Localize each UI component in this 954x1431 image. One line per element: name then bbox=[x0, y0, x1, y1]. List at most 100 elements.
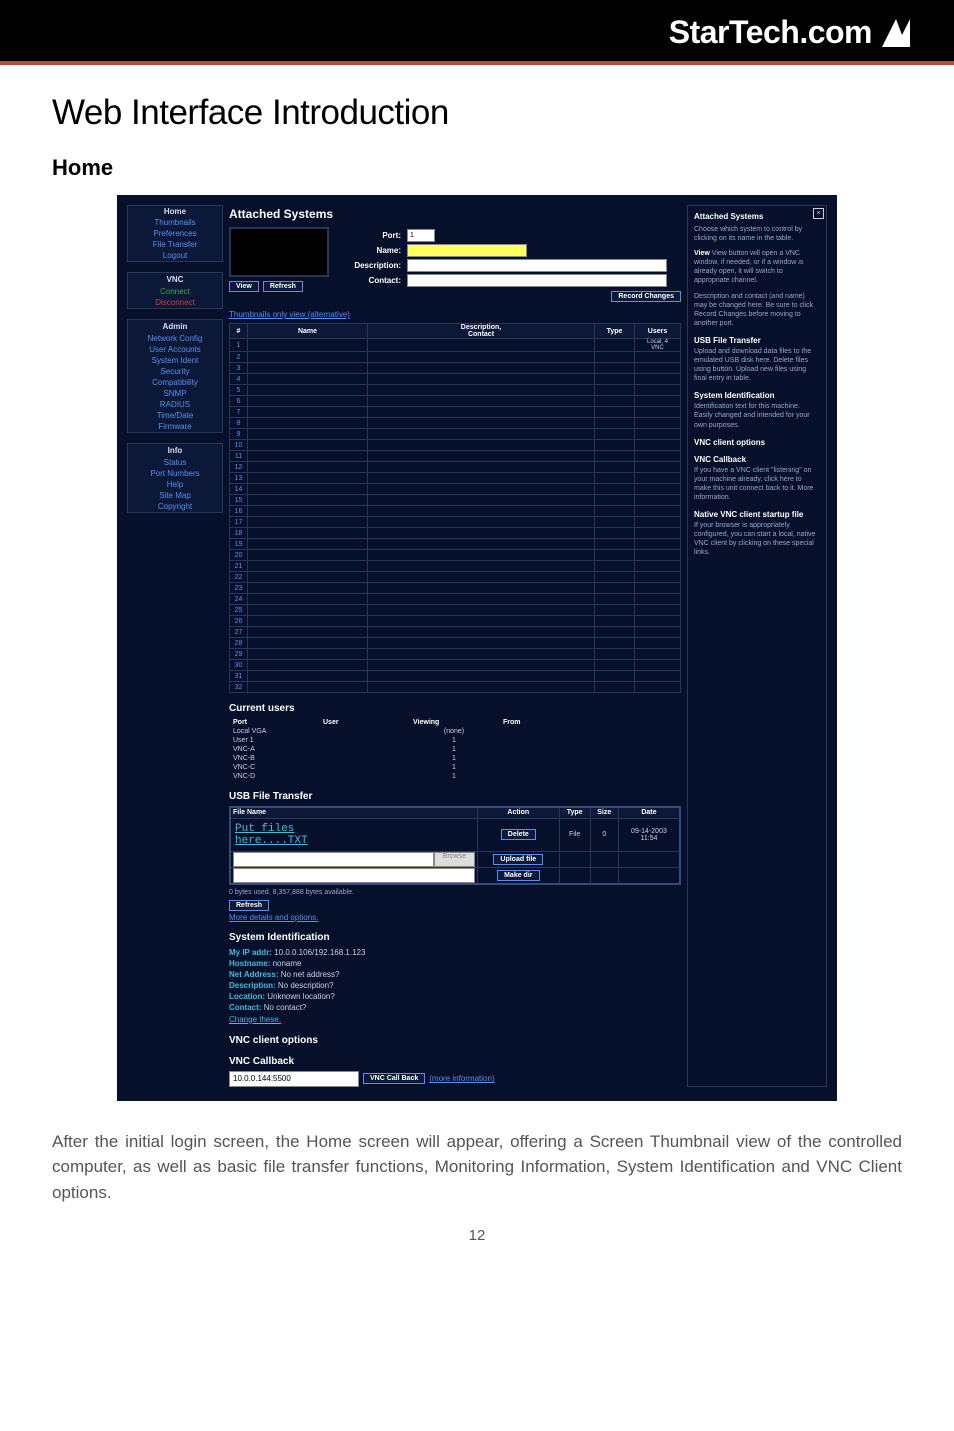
logo-mark-icon bbox=[878, 15, 914, 51]
table-row: VNC-C1 bbox=[229, 763, 681, 772]
sidebar-item[interactable]: Home bbox=[128, 206, 222, 217]
help-text: Choose which system to control by clicki… bbox=[694, 225, 820, 243]
sidebar-item[interactable]: File Transfer bbox=[128, 239, 222, 250]
port-label: Port: bbox=[339, 231, 401, 240]
vnc-callback-input[interactable] bbox=[229, 1071, 359, 1087]
close-icon[interactable]: × bbox=[813, 208, 824, 219]
table-row[interactable]: 12 bbox=[230, 462, 681, 473]
change-these-link[interactable]: Change these. bbox=[229, 1015, 281, 1024]
sidebar-item[interactable]: Firmware bbox=[128, 421, 222, 432]
browse-button[interactable]: Browse bbox=[434, 852, 475, 867]
table-row[interactable]: 5 bbox=[230, 385, 681, 396]
help-text: If your browser is appropriately configu… bbox=[694, 521, 820, 557]
table-row[interactable]: 19 bbox=[230, 539, 681, 550]
sidebar-item[interactable]: Thumbnails bbox=[128, 217, 222, 228]
upload-file-button[interactable]: Upload file bbox=[493, 854, 543, 865]
table-row[interactable]: 29 bbox=[230, 649, 681, 660]
sidebar-item[interactable]: Site Map bbox=[128, 490, 222, 501]
view-button[interactable]: View bbox=[229, 281, 259, 292]
table-row[interactable]: 16 bbox=[230, 506, 681, 517]
table-row[interactable]: 32 bbox=[230, 682, 681, 693]
table-row[interactable]: 21 bbox=[230, 561, 681, 572]
table-row[interactable]: 14 bbox=[230, 484, 681, 495]
table-row[interactable]: 18 bbox=[230, 528, 681, 539]
table-row[interactable]: 30 bbox=[230, 660, 681, 671]
thumbnails-only-link[interactable]: Thumbnails only view (alternative) bbox=[229, 310, 350, 319]
usb-file-transfer-title: USB File Transfer bbox=[229, 791, 681, 802]
table-row[interactable]: 17 bbox=[230, 517, 681, 528]
help-text: If you have a VNC client "listening" on … bbox=[694, 466, 820, 502]
sidebar-item[interactable]: Connect bbox=[128, 286, 222, 297]
file-size-cell: 0 bbox=[590, 818, 618, 851]
table-row[interactable]: 23 bbox=[230, 583, 681, 594]
refresh-button[interactable]: Refresh bbox=[263, 281, 303, 292]
screen-thumbnail-preview[interactable] bbox=[229, 227, 329, 277]
table-row[interactable]: 1Local, 4 VNC bbox=[230, 339, 681, 352]
table-row[interactable]: 27 bbox=[230, 627, 681, 638]
sidebar-item[interactable]: Port Numbers bbox=[128, 468, 222, 479]
sidebar-item[interactable]: System Ident bbox=[128, 355, 222, 366]
delete-button[interactable]: Delete bbox=[501, 829, 536, 840]
table-row[interactable]: 13 bbox=[230, 473, 681, 484]
sidebar-item[interactable]: Logout bbox=[128, 250, 222, 261]
make-dir-button[interactable]: Make dir bbox=[497, 870, 539, 881]
table-row[interactable]: 26 bbox=[230, 616, 681, 627]
table-row[interactable]: 28 bbox=[230, 638, 681, 649]
mkdir-input[interactable] bbox=[233, 868, 475, 883]
sidebar-item[interactable]: SNMP bbox=[128, 388, 222, 399]
nav-heading-vnc: VNC bbox=[128, 273, 222, 286]
sidebar-item[interactable]: Help bbox=[128, 479, 222, 490]
sidebar-item[interactable]: Network Config bbox=[128, 333, 222, 344]
table-row[interactable]: 31 bbox=[230, 671, 681, 682]
help-heading: USB File Transfer bbox=[694, 336, 820, 345]
file-link[interactable]: Put fileshere....TXT bbox=[235, 823, 308, 847]
page-body-text: After the initial login screen, the Home… bbox=[52, 1129, 902, 1206]
help-heading: Native VNC client startup file bbox=[694, 510, 820, 519]
table-row[interactable]: 8 bbox=[230, 418, 681, 429]
table-row[interactable]: 11 bbox=[230, 451, 681, 462]
table-row[interactable]: 20 bbox=[230, 550, 681, 561]
table-row[interactable]: 9 bbox=[230, 429, 681, 440]
record-changes-button[interactable]: Record Changes bbox=[611, 291, 681, 302]
upload-path-input[interactable] bbox=[233, 852, 434, 867]
port-input[interactable]: 1 bbox=[407, 229, 435, 242]
nav-heading-info: Info bbox=[128, 444, 222, 457]
callback-more-info-link[interactable]: (more information) bbox=[429, 1074, 494, 1083]
current-users-title: Current users bbox=[229, 703, 681, 714]
system-identification-title: System Identification bbox=[229, 932, 681, 943]
page-header: StarTech.com bbox=[0, 0, 954, 65]
sidebar-item[interactable]: RADIUS bbox=[128, 399, 222, 410]
sidebar-item[interactable]: Status bbox=[128, 457, 222, 468]
table-row[interactable]: 24 bbox=[230, 594, 681, 605]
description-input[interactable] bbox=[407, 259, 667, 272]
sidebar-item[interactable]: Copyright bbox=[128, 501, 222, 512]
system-identification-block: My IP addr: 10.0.0.106/192.168.1.123 Hos… bbox=[229, 947, 681, 1025]
description-label: Description: bbox=[339, 261, 401, 270]
name-input[interactable] bbox=[407, 244, 527, 257]
sidebar-item[interactable]: Preferences bbox=[128, 228, 222, 239]
sidebar-item[interactable]: Time/Date bbox=[128, 410, 222, 421]
startech-logo: StarTech.com bbox=[669, 14, 914, 51]
vnc-callback-button[interactable]: VNC Call Back bbox=[363, 1073, 425, 1084]
table-row[interactable]: 2 bbox=[230, 352, 681, 363]
table-row[interactable]: 10 bbox=[230, 440, 681, 451]
contact-input[interactable] bbox=[407, 274, 667, 287]
table-row[interactable]: 3 bbox=[230, 363, 681, 374]
file-refresh-button[interactable]: Refresh bbox=[229, 900, 269, 911]
table-row: User 11 bbox=[229, 736, 681, 745]
table-row[interactable]: 7 bbox=[230, 407, 681, 418]
sidebar-item[interactable]: Disconnect bbox=[128, 297, 222, 308]
table-row[interactable]: 4 bbox=[230, 374, 681, 385]
more-details-link[interactable]: More details and options. bbox=[229, 913, 318, 922]
help-text: View View button will open a VNC window,… bbox=[694, 249, 820, 285]
sidebar-item[interactable]: Compatibility bbox=[128, 377, 222, 388]
sidebar-item[interactable]: User Accounts bbox=[128, 344, 222, 355]
table-row[interactable]: 6 bbox=[230, 396, 681, 407]
table-row[interactable]: 22 bbox=[230, 572, 681, 583]
sub-heading: Home bbox=[52, 155, 902, 181]
table-row[interactable]: 15 bbox=[230, 495, 681, 506]
sidebar-item[interactable]: Security bbox=[128, 366, 222, 377]
home-screen-screenshot: HomeThumbnailsPreferencesFile TransferLo… bbox=[117, 195, 837, 1101]
section-title: Web Interface Introduction bbox=[52, 93, 902, 133]
table-row[interactable]: 25 bbox=[230, 605, 681, 616]
